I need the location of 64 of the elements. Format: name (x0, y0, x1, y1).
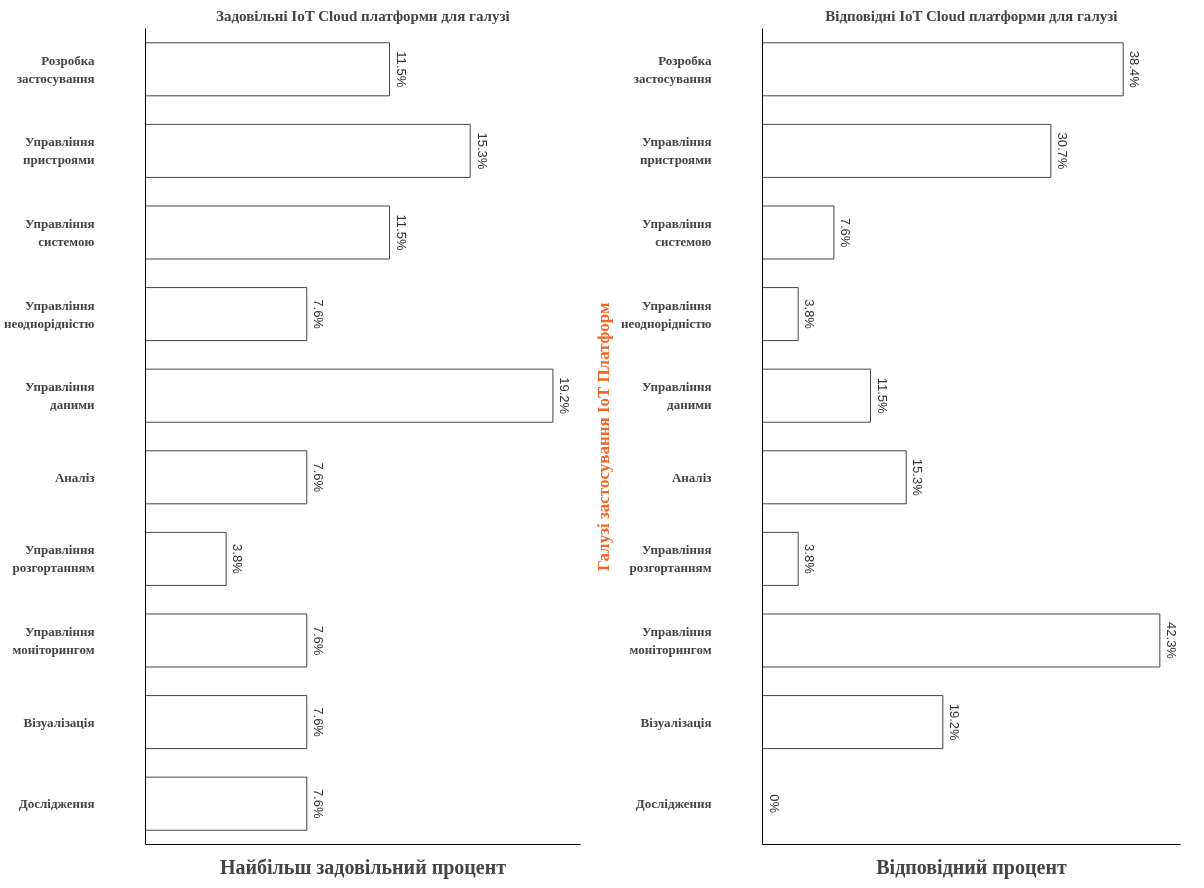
data-label: 3.8% (802, 544, 818, 575)
bar (762, 695, 944, 750)
y-tick-label: Управління неоднорідністю (620, 297, 712, 331)
y-tick-label: Управління розгортанням (12, 542, 95, 576)
bar (145, 450, 308, 505)
bar (145, 695, 308, 750)
data-label: 7.6% (311, 625, 327, 656)
data-label: 19.2% (947, 703, 963, 741)
bar (762, 531, 799, 586)
y-tick-label: Управління пристроями (640, 134, 713, 168)
bar (762, 205, 835, 260)
bar (145, 613, 308, 668)
x-axis-title: Найбільш задовільний процент (219, 855, 507, 879)
y-tick-label: Управління моніторингом (12, 624, 95, 657)
data-label: 7.6% (311, 788, 327, 819)
y-tick-label: Дослідження (635, 796, 712, 812)
data-label: 19.2% (557, 377, 573, 415)
x-axis-title: Відповідний процент (876, 855, 1067, 879)
bar (762, 613, 1161, 668)
data-label: 11.5% (393, 214, 409, 251)
data-label: 7.6% (311, 462, 327, 493)
chart-title: Відповідні IoT Cloud платформи для галузі (825, 7, 1118, 24)
y-tick-label: Управління системою (25, 216, 95, 249)
data-label: 7.6% (838, 217, 854, 248)
bar (145, 287, 308, 342)
data-label: 0% (766, 794, 782, 814)
data-label: 15.3% (910, 458, 926, 497)
bar (762, 287, 799, 342)
y-tick-label: Дослідження (18, 796, 95, 812)
y-tick-label: Аналіз (671, 469, 712, 485)
y-tick-label: Аналіз (54, 469, 95, 485)
bar (145, 42, 391, 97)
data-label: 3.8% (802, 299, 818, 330)
data-label: 3.8% (230, 544, 246, 575)
data-label: 42.3% (1164, 622, 1180, 660)
bar (762, 123, 1052, 178)
data-label: 11.5% (874, 377, 890, 415)
y-tick-label: Розробка застосування (16, 52, 95, 86)
chart-title: Задовільні IoT Cloud платформи для галузі (216, 7, 510, 24)
data-label: 15.3% (474, 132, 490, 170)
bar (762, 450, 907, 505)
bar (762, 368, 872, 423)
data-label: 7.6% (311, 707, 327, 738)
data-label: 7.6% (311, 299, 327, 330)
y-tick-label: Управління розгортанням (629, 542, 712, 576)
bar (145, 531, 227, 586)
y-tick-label: Управління пристроями (23, 134, 96, 168)
y-tick-label: Управління неоднорідністю (3, 297, 95, 331)
y-axis-title: Галузі застосування IoT Платформ (593, 302, 613, 571)
y-tick-label: Управління даними (642, 379, 713, 413)
data-label: 30.7% (1055, 132, 1071, 170)
data-label: 11.5% (393, 51, 409, 88)
y-tick-label: Візуалізація (640, 714, 712, 730)
y-tick-label: Управління даними (25, 379, 96, 413)
y-tick-label: Управління системою (642, 216, 712, 249)
y-tick-label: Розробка застосування (633, 52, 712, 86)
bar (762, 42, 1124, 97)
y-tick-label: Управління моніторингом (629, 624, 712, 657)
bar (145, 205, 391, 260)
y-tick-label: Візуалізація (23, 714, 95, 730)
bar (145, 776, 308, 831)
bar (145, 123, 471, 178)
bar (145, 368, 554, 423)
data-label: 38.4% (1127, 50, 1143, 89)
